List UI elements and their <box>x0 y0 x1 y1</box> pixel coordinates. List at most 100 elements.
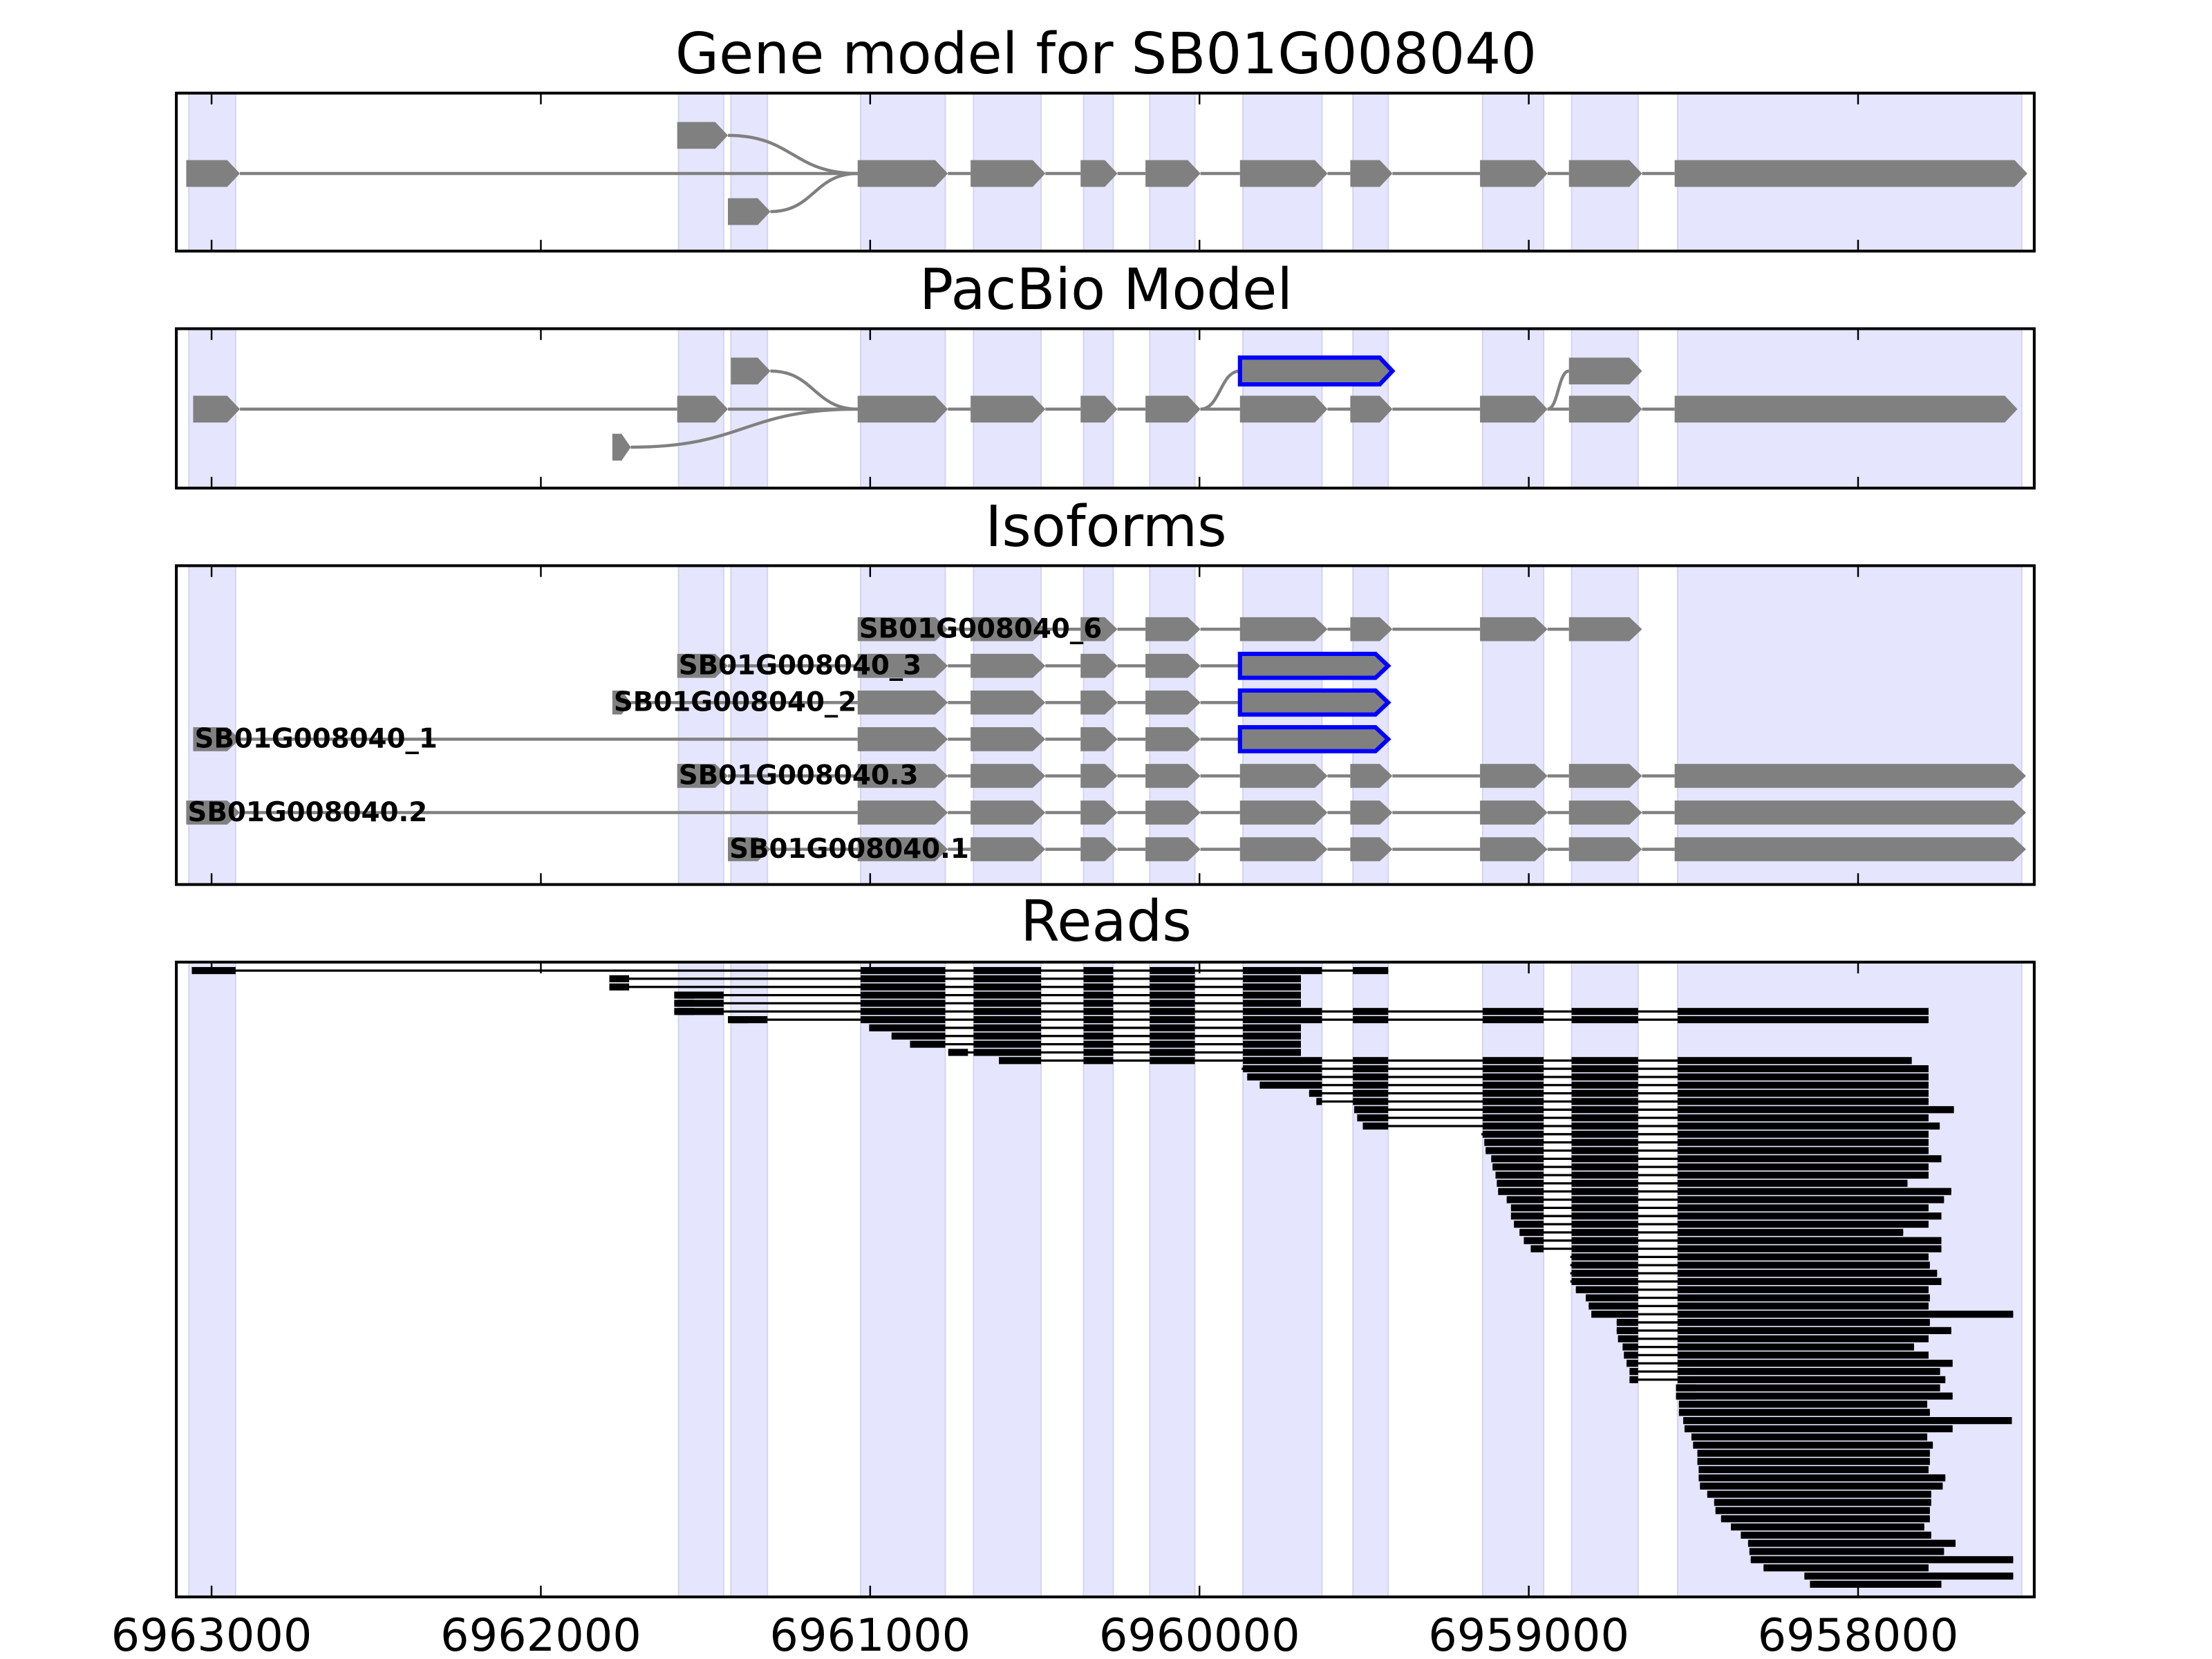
read <box>1530 1245 1942 1253</box>
x-tick-label: 6960000 <box>1099 1609 1300 1659</box>
read <box>1624 1351 1929 1359</box>
read-block <box>1624 1351 1638 1359</box>
read-block <box>1586 1294 1638 1302</box>
exon-arrow <box>1350 617 1393 641</box>
read <box>1747 1539 1956 1547</box>
exon-arrow <box>1080 837 1118 861</box>
read <box>1750 1556 2014 1564</box>
read-block <box>1524 1237 1544 1244</box>
isoform-label: SB01G008040_2 <box>614 687 856 718</box>
read-block <box>1622 1343 1638 1351</box>
read <box>1485 1147 1929 1154</box>
read-block <box>1677 1155 1942 1163</box>
exon-arrow <box>186 800 241 825</box>
read-block <box>1677 1311 2014 1318</box>
splice-link <box>1200 369 1241 411</box>
exon-arrow <box>1350 800 1393 825</box>
read-block <box>1571 1081 1638 1089</box>
read-block <box>1677 1073 1929 1081</box>
exon-band <box>860 961 946 1598</box>
read-block <box>1353 1081 1389 1089</box>
read <box>1497 1179 1908 1187</box>
read-block <box>731 1016 768 1024</box>
read-block <box>1677 1367 1940 1376</box>
exon-arrow <box>1350 160 1393 187</box>
read <box>1362 1122 1940 1130</box>
read-block <box>1571 1228 1638 1236</box>
read-block <box>609 983 630 991</box>
read-block <box>1482 1098 1544 1105</box>
read <box>1698 1474 1946 1482</box>
exon-arrow <box>857 690 948 715</box>
exon-arrow <box>1480 395 1548 423</box>
read-block <box>1677 1262 1930 1269</box>
exon-arrow <box>731 357 771 385</box>
read-block <box>1677 1335 1929 1342</box>
read-block <box>973 1032 1042 1040</box>
read-block <box>1150 1049 1195 1056</box>
read-block <box>861 991 946 999</box>
read-block <box>1083 1024 1114 1032</box>
read-block <box>1243 975 1301 983</box>
read-block <box>674 1000 694 1007</box>
read-block <box>1676 1384 1696 1391</box>
read-block <box>1750 1556 2014 1564</box>
read-block <box>1571 1073 1638 1081</box>
read-block <box>973 983 1042 991</box>
highlighted-exon-arrow <box>1237 688 1391 717</box>
read-block <box>1588 1302 1638 1310</box>
exon-arrow <box>857 653 948 678</box>
read <box>609 983 1301 991</box>
panel-0: Gene model for SB01G008040 <box>175 21 2036 253</box>
read-block <box>1677 1163 1929 1171</box>
exon-arrow <box>728 837 771 861</box>
read-block <box>728 1016 748 1024</box>
read-block <box>1677 1008 1929 1015</box>
read <box>1354 1106 1954 1114</box>
exon-arrow <box>1145 653 1201 678</box>
exon-arrow <box>677 395 729 423</box>
read-block <box>678 1008 724 1015</box>
exon-arrow <box>1239 800 1328 825</box>
read <box>728 1016 1929 1024</box>
read-block <box>1571 1196 1638 1203</box>
read-block <box>1150 983 1195 991</box>
read-block <box>1083 1000 1114 1007</box>
panel-1: PacBio Model <box>175 257 2036 490</box>
read-block <box>1571 1098 1638 1105</box>
read-block <box>609 975 630 983</box>
read-block <box>1510 1212 1544 1220</box>
exon-arrow <box>1080 653 1118 678</box>
read-block <box>869 1024 946 1032</box>
exon-arrow <box>1568 357 1642 385</box>
highlighted-exon-arrow <box>1237 724 1391 753</box>
exon-arrow <box>677 653 729 678</box>
exon-arrow <box>857 800 948 825</box>
read-block <box>1150 1008 1195 1015</box>
read-block <box>1243 1016 1322 1024</box>
exon-arrow <box>1674 800 2026 825</box>
exon-arrow <box>1145 837 1201 861</box>
read-block <box>973 1016 1042 1024</box>
read-block <box>1677 1294 1930 1302</box>
read <box>1498 1188 1951 1195</box>
read-block <box>910 1040 946 1048</box>
read-block <box>1150 1040 1195 1048</box>
read <box>1697 1458 1930 1465</box>
read-block <box>1519 1228 1544 1236</box>
read <box>999 1057 1912 1065</box>
read-block <box>1571 1016 1638 1024</box>
read-block <box>1482 1057 1544 1065</box>
exon-arrow <box>1239 617 1328 641</box>
panel-frame <box>175 327 2036 490</box>
read-block <box>1677 1196 1944 1203</box>
read <box>1247 1073 1929 1081</box>
exon-arrow <box>1239 837 1328 861</box>
read-block <box>973 1049 1042 1056</box>
read <box>1510 1212 1942 1220</box>
read <box>1570 1277 1942 1285</box>
exon-arrow <box>1674 160 2027 187</box>
read <box>1519 1228 1904 1236</box>
panel-frame <box>175 564 2036 886</box>
exon-arrow <box>1480 800 1548 825</box>
